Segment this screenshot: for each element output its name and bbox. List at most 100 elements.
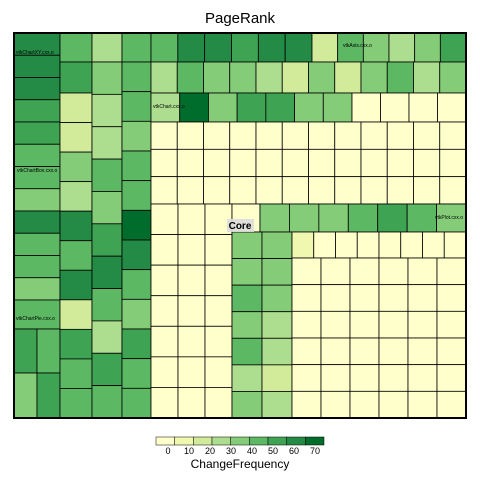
treemap-cell — [13, 99, 61, 123]
treemap-cell — [378, 310, 409, 339]
treemap-cell — [406, 203, 437, 233]
treemap-cell — [91, 32, 123, 63]
treemap-cell — [150, 356, 179, 388]
treemap-cell — [413, 61, 441, 94]
treemap-cell — [436, 284, 467, 312]
treemap-cell — [413, 148, 441, 178]
treemap-cell — [177, 387, 206, 419]
treemap-cell — [281, 176, 309, 205]
treemap-cell — [150, 234, 179, 266]
treemap-cell — [208, 92, 238, 123]
treemap-cell — [320, 284, 351, 312]
treemap-cell — [91, 320, 123, 354]
treemap-cell — [91, 288, 123, 322]
treemap-cell — [436, 310, 467, 339]
treemap-cell — [281, 148, 309, 178]
treemap-cell — [231, 284, 263, 313]
core-label-box — [227, 219, 254, 232]
treemap-cell — [308, 176, 336, 205]
treemap-cell — [322, 92, 353, 123]
treemap-cell — [407, 284, 438, 312]
treemap-cell — [59, 151, 93, 183]
treemap-cell — [121, 120, 152, 152]
treemap-cell — [231, 337, 263, 366]
treemap-cell — [414, 32, 441, 63]
legend-swatch — [174, 436, 194, 446]
treemap-cell — [407, 364, 438, 392]
treemap-cell — [176, 176, 204, 205]
treemap-cell — [59, 358, 93, 389]
treemap-cell — [291, 284, 322, 312]
treemap-cell — [255, 176, 283, 205]
treemap-cell — [313, 231, 336, 259]
legend-swatch — [155, 436, 175, 446]
treemap-cell — [281, 121, 309, 150]
treemap-cell — [439, 61, 467, 94]
treemap-cell — [407, 337, 438, 366]
treemap-cell — [439, 176, 467, 205]
treemap-cell — [203, 148, 231, 178]
treemap-cell — [261, 231, 293, 259]
treemap-cell — [13, 54, 61, 78]
treemap-cell — [204, 325, 233, 358]
treemap-cell — [437, 92, 467, 123]
treemap-cell — [229, 121, 257, 150]
chart-title: PageRank — [204, 10, 276, 27]
treemap-cell — [150, 61, 178, 94]
treemap-cell — [13, 188, 61, 212]
treemap-cell — [436, 337, 467, 366]
treemap-cell — [281, 61, 309, 94]
treemap-cell — [121, 239, 152, 271]
treemap-cell — [334, 121, 362, 150]
treemap-cell — [386, 176, 414, 205]
legend-swatch — [267, 436, 287, 446]
treemap-cell — [334, 148, 362, 178]
treemap-cell — [320, 337, 351, 366]
treemap-cell — [91, 385, 123, 419]
treemap-cell — [121, 298, 152, 330]
treemap-cell — [335, 231, 358, 259]
treemap-cell — [177, 325, 206, 358]
treemap-cell — [408, 92, 438, 123]
treemap-cell — [349, 284, 380, 312]
treemap-cell — [407, 257, 438, 286]
legend-swatch — [305, 436, 325, 446]
treemap-cell — [311, 32, 339, 63]
treemap-cell — [13, 277, 61, 301]
treemap-cell — [291, 310, 322, 339]
treemap-cell — [177, 264, 206, 297]
group-label: vtkChartPie.cxx.o — [16, 316, 55, 322]
legend-swatch — [286, 436, 306, 446]
treemap-cell — [349, 364, 380, 392]
treemap-cell — [308, 121, 336, 150]
treemap-frame — [13, 32, 467, 419]
legend-tick-label: 10 — [184, 446, 194, 456]
treemap-cell — [204, 234, 233, 266]
treemap-cell — [436, 257, 467, 286]
treemap-cell — [204, 264, 233, 297]
treemap-cell — [231, 311, 263, 339]
treemap-cell — [36, 328, 61, 374]
treemap-cell — [204, 356, 233, 388]
treemap-cell — [150, 325, 179, 358]
treemap-cell — [231, 391, 263, 419]
treemap-cell — [439, 148, 467, 178]
treemap-cell — [284, 32, 313, 63]
treemap-cell — [121, 328, 152, 360]
treemap-cell — [261, 391, 293, 419]
treemap-cell — [13, 328, 38, 374]
treemap-cell — [176, 121, 204, 150]
treemap-cell — [291, 257, 322, 286]
treemap-cell — [59, 299, 93, 330]
group-label: vtkChartBox.cxx.o — [17, 168, 58, 174]
treemap-cell — [59, 32, 93, 63]
treemap-cell — [378, 337, 409, 366]
treemap-cell — [378, 364, 409, 392]
treemap-cell — [320, 390, 351, 419]
treemap-cell — [386, 121, 414, 150]
treemap-cell — [203, 61, 231, 94]
treemap-cell — [231, 258, 263, 286]
treemap-cell — [318, 203, 349, 233]
treemap-cell — [150, 203, 179, 235]
treemap-cell — [13, 372, 38, 419]
